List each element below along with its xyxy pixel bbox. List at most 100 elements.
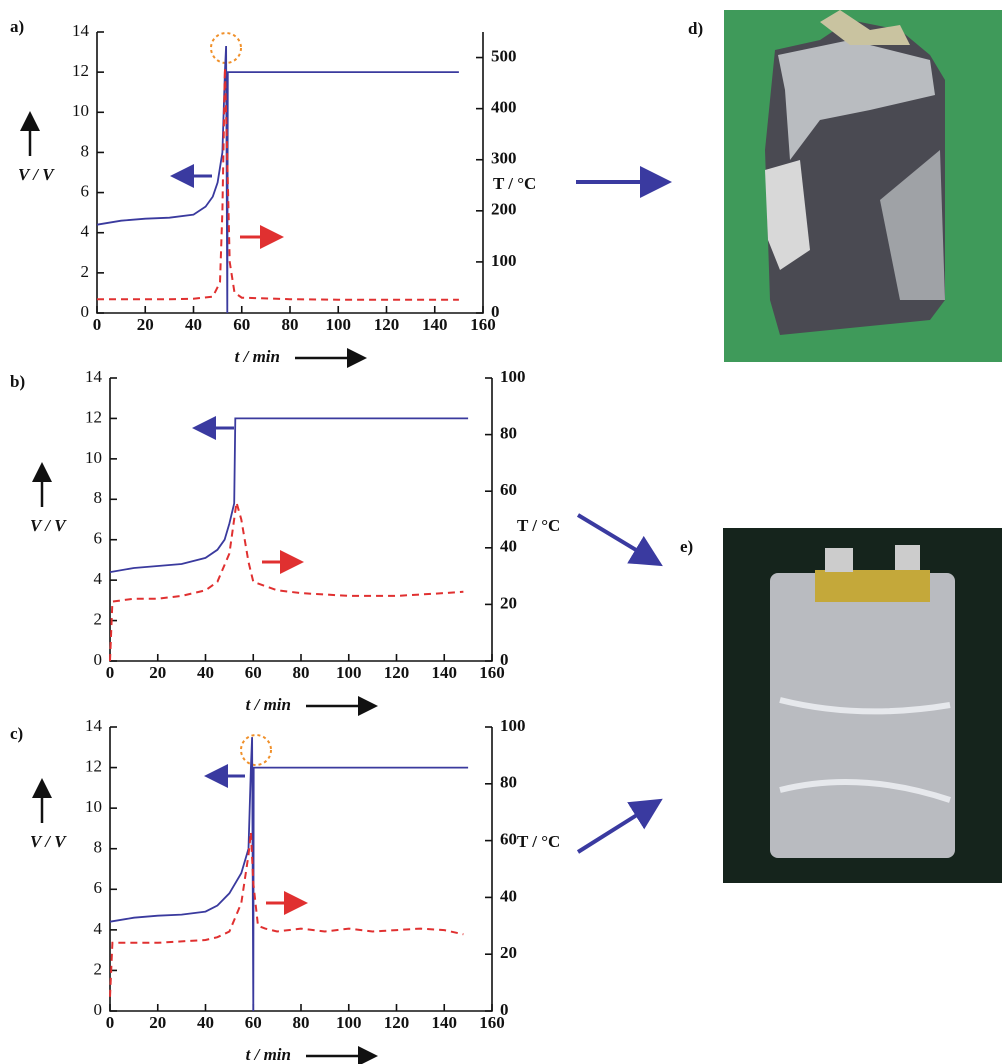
- y2-tick-label: 300: [491, 149, 517, 168]
- y-tick-label: 0: [94, 1000, 103, 1019]
- x-tick-label: 60: [233, 315, 250, 334]
- series-line: [96, 45, 459, 314]
- x-tick-label: 60: [245, 663, 262, 682]
- photo-label: e): [680, 537, 693, 556]
- arrow: [576, 798, 663, 854]
- photo-e: [723, 528, 1002, 883]
- y-tick-label: 12: [85, 756, 102, 775]
- x-tick-label: 100: [336, 663, 362, 682]
- y-tick-label: 2: [94, 959, 103, 978]
- photo-label: d): [688, 19, 703, 38]
- x-tick-label: 20: [137, 315, 154, 334]
- y2-tick-label: 80: [500, 773, 517, 792]
- x-tick-label: 40: [197, 1013, 214, 1032]
- y-tick-label: 14: [72, 21, 90, 40]
- y-tick-label: 10: [85, 797, 102, 816]
- x-tick-label: 40: [185, 315, 202, 334]
- y-tick-label: 2: [94, 609, 103, 628]
- y-tick-label: 14: [85, 716, 103, 735]
- y-tick-label: 6: [94, 529, 103, 548]
- y-tick-label: 10: [72, 101, 89, 120]
- x-tick-label: 0: [106, 663, 115, 682]
- x-tick-label: 80: [293, 663, 310, 682]
- highlight: [240, 734, 272, 766]
- x-tick-label: 140: [432, 663, 458, 682]
- y-tick-label: 10: [85, 448, 102, 467]
- axis: [96, 32, 484, 314]
- series-line: [109, 831, 464, 997]
- y-tick-label: 12: [85, 407, 102, 426]
- y2-tick-label: 200: [491, 200, 517, 219]
- y-tick-label: 6: [94, 878, 103, 897]
- x-tick-label: 20: [149, 1013, 166, 1032]
- panel-label: a): [10, 17, 24, 36]
- y2-tick-label: 60: [500, 480, 517, 499]
- x-tick-label: 140: [432, 1013, 458, 1032]
- x-tick-label: 0: [106, 1013, 115, 1032]
- y2-tick-label: 20: [500, 593, 517, 612]
- panel-label: b): [10, 372, 25, 391]
- x-tick-label: 120: [384, 663, 410, 682]
- y2-tick-label: 100: [500, 367, 526, 386]
- y2-tick-label: 40: [500, 886, 517, 905]
- y2-axis-label: T / °C: [517, 516, 560, 535]
- x-tick-label: 160: [479, 1013, 505, 1032]
- x-tick-label: 60: [245, 1013, 262, 1032]
- x-tick-label: 120: [374, 315, 400, 334]
- y-tick-label: 12: [72, 61, 89, 80]
- x-tick-label: 80: [282, 315, 299, 334]
- y-axis-label: V / V: [18, 165, 55, 184]
- series-line: [109, 502, 464, 662]
- y-tick-label: 8: [94, 838, 103, 857]
- y2-axis-label: T / °C: [493, 174, 536, 193]
- photo-d: [724, 10, 1002, 362]
- series-line: [97, 67, 459, 301]
- arrow: [576, 513, 663, 567]
- x-tick-label: 160: [470, 315, 496, 334]
- y-tick-label: 0: [94, 650, 103, 669]
- axis: [109, 378, 493, 662]
- y2-tick-label: 400: [491, 98, 517, 117]
- y-tick-label: 8: [81, 141, 90, 160]
- y-tick-label: 4: [94, 919, 103, 938]
- highlight: [210, 32, 242, 64]
- y-tick-label: 4: [81, 222, 90, 241]
- y2-axis-label: T / °C: [517, 832, 560, 851]
- x-tick-label: 160: [479, 663, 505, 682]
- x-axis-label: t / min: [235, 347, 280, 366]
- y2-tick-label: 0: [491, 302, 500, 321]
- y2-tick-label: 100: [500, 716, 526, 735]
- y-tick-label: 8: [94, 488, 103, 507]
- y-tick-label: 0: [81, 302, 90, 321]
- x-tick-label: 100: [326, 315, 352, 334]
- panel-label: c): [10, 724, 23, 743]
- y2-tick-label: 0: [500, 650, 509, 669]
- y-tick-label: 14: [85, 367, 103, 386]
- y2-tick-label: 40: [500, 537, 517, 556]
- y2-tick-label: 100: [491, 251, 517, 270]
- y2-tick-label: 60: [500, 830, 517, 849]
- x-axis-label: t / min: [246, 695, 291, 714]
- y-tick-label: 4: [94, 569, 103, 588]
- axis: [109, 727, 493, 1012]
- y2-tick-label: 0: [500, 1000, 509, 1019]
- x-tick-label: 100: [336, 1013, 362, 1032]
- y-tick-label: 6: [81, 181, 90, 200]
- y2-tick-label: 20: [500, 943, 517, 962]
- x-tick-label: 120: [384, 1013, 410, 1032]
- x-tick-label: 80: [293, 1013, 310, 1032]
- series-line: [109, 417, 469, 573]
- y-tick-label: 2: [81, 262, 90, 281]
- x-tick-label: 0: [93, 315, 102, 334]
- y-axis-label: V / V: [30, 516, 67, 535]
- y2-tick-label: 80: [500, 424, 517, 443]
- x-tick-label: 20: [149, 663, 166, 682]
- x-tick-label: 40: [197, 663, 214, 682]
- series-line: [109, 737, 469, 1012]
- x-tick-label: 140: [422, 315, 448, 334]
- y2-tick-label: 500: [491, 46, 517, 65]
- y-axis-label: V / V: [30, 832, 67, 851]
- x-axis-label: t / min: [246, 1045, 291, 1064]
